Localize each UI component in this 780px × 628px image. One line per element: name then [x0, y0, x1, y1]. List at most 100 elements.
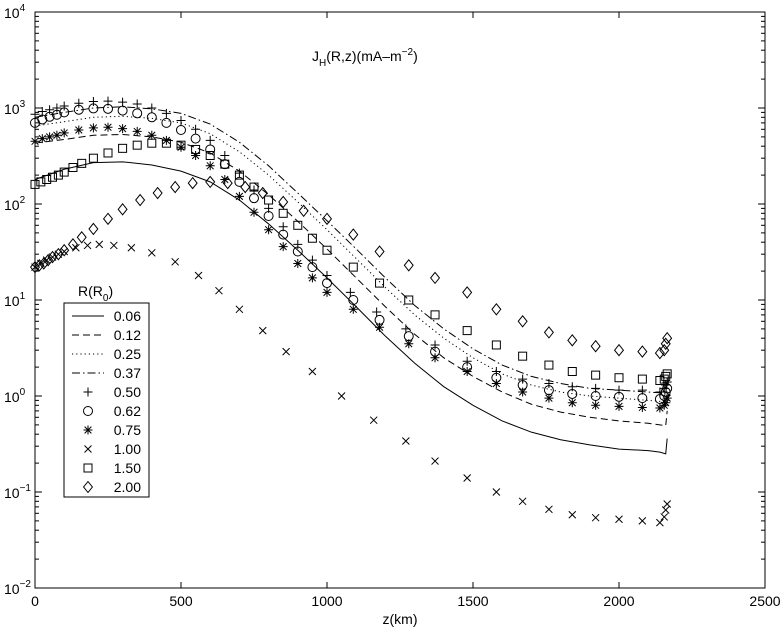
x-marker: [401, 437, 410, 445]
star-marker: [83, 425, 93, 435]
star-marker: [430, 353, 440, 363]
x-tick-label: 1500: [457, 593, 488, 609]
square-marker: [278, 208, 288, 218]
diamond-marker: [278, 195, 289, 209]
star-marker: [637, 402, 647, 412]
plus-marker: [83, 387, 93, 397]
square-marker: [518, 351, 528, 361]
x-marker: [369, 416, 378, 425]
series-line: [34, 161, 668, 455]
star-marker: [45, 132, 55, 142]
square-marker: [42, 174, 52, 184]
x-marker: [661, 506, 670, 514]
star-marker: [264, 225, 274, 235]
series-0.50: [30, 96, 672, 397]
star-marker: [74, 125, 84, 135]
circle-marker: [637, 393, 648, 404]
x-marker: [518, 497, 527, 506]
star-marker: [591, 400, 601, 410]
diamond-marker: [374, 245, 385, 258]
square-marker: [68, 162, 78, 172]
series-0.25: [34, 115, 668, 403]
legend-entry: 0.37: [72, 365, 141, 381]
diamond-marker: [543, 326, 554, 339]
square-marker: [404, 295, 414, 305]
star-marker: [614, 401, 624, 411]
plus-marker: [462, 356, 472, 366]
circle-marker: [103, 103, 113, 114]
star-marker: [59, 128, 69, 138]
x-marker: [656, 518, 664, 527]
square-marker: [307, 233, 317, 243]
diamond-marker: [321, 212, 333, 226]
legend-label: 0.75: [114, 422, 141, 438]
star-marker: [659, 400, 669, 410]
legend-entry: 1.50: [83, 460, 141, 476]
legend-label: 0.12: [114, 327, 141, 343]
circle-marker: [59, 107, 70, 118]
x-marker: [660, 513, 669, 521]
diamond-marker: [29, 260, 41, 274]
square-marker: [659, 374, 669, 384]
diamond-marker: [102, 212, 114, 226]
diamond-marker: [348, 228, 359, 241]
square-marker: [59, 167, 69, 177]
x-marker: [194, 271, 203, 280]
star-marker: [147, 130, 157, 140]
legend-entry: 0.62: [83, 403, 141, 419]
y-tick-label: 104: [4, 3, 26, 21]
diamond-marker: [152, 186, 163, 200]
x-marker: [545, 505, 553, 514]
square-marker: [205, 151, 215, 161]
circle-marker: [190, 133, 201, 144]
diamond-marker: [660, 337, 671, 351]
axis-ticks: [34, 11, 766, 589]
series-1.00: [31, 240, 672, 527]
x-marker: [95, 240, 104, 249]
plot-frame: [34, 11, 766, 589]
star-marker: [491, 378, 501, 388]
star-marker: [176, 142, 186, 152]
diamond-marker: [38, 257, 49, 270]
x-tick-label: 0: [31, 593, 39, 609]
diamond-marker: [82, 480, 94, 494]
diamond-marker: [590, 339, 601, 353]
diamond-marker: [403, 258, 414, 272]
legend-title: R(R0): [78, 283, 113, 304]
square-marker: [191, 144, 201, 154]
plus-marker: [491, 366, 501, 376]
diamond-marker: [662, 331, 673, 345]
x-marker: [215, 286, 223, 295]
x-marker: [84, 445, 92, 453]
chart-title: JH(R,z)(mA–m−2): [312, 47, 418, 69]
diamond-marker: [34, 258, 45, 272]
series-line: [34, 133, 668, 427]
plus-marker: [176, 116, 186, 126]
star-marker: [234, 191, 244, 201]
circle-marker: [348, 295, 359, 305]
star-marker: [462, 366, 472, 376]
plus-marker: [401, 324, 411, 334]
star-marker: [322, 287, 332, 297]
circle-marker: [83, 406, 93, 416]
circle-marker: [307, 262, 318, 273]
series-line: [34, 115, 668, 403]
square-marker: [375, 278, 385, 288]
x-marker: [235, 305, 244, 314]
circle-marker: [205, 144, 216, 155]
x-marker: [431, 457, 439, 465]
plus-marker: [205, 135, 215, 145]
square-marker: [132, 140, 142, 150]
x-marker: [638, 517, 647, 525]
circle-marker: [590, 391, 601, 401]
legend-entry: 0.75: [83, 422, 141, 438]
diamond-marker: [43, 253, 54, 267]
y-tick-labels: 10−2 10−1 100 101 102 103 104: [4, 3, 31, 597]
plus-marker: [544, 378, 554, 388]
diamond-marker: [257, 186, 268, 200]
plus-marker: [59, 101, 69, 111]
square-marker: [53, 170, 63, 180]
plus-marker: [118, 97, 128, 107]
x-marker: [109, 241, 118, 250]
y-tick-label: 102: [4, 195, 26, 213]
